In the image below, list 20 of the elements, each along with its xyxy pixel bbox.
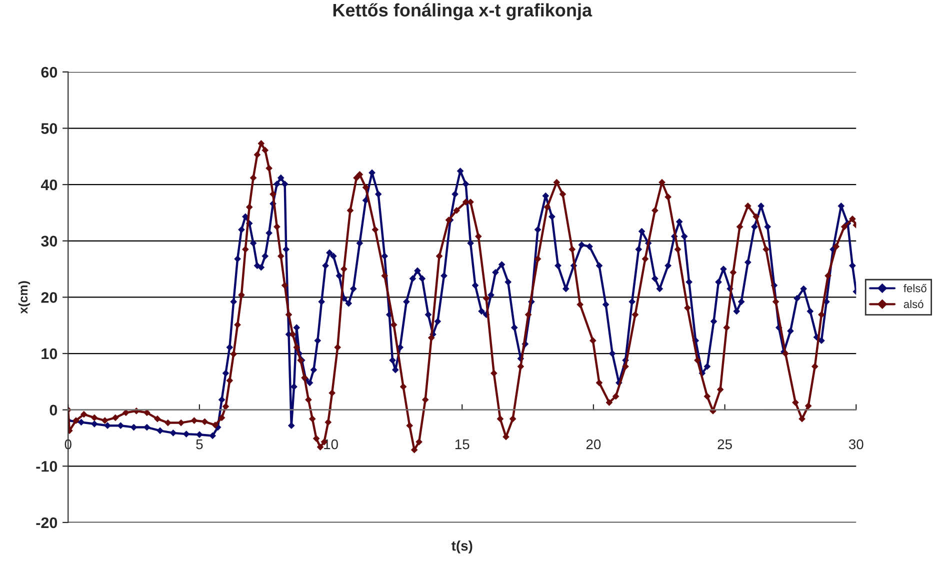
x-tick-label: 5 [196, 440, 203, 450]
y-tick-label: 10 [42, 348, 58, 360]
y-tick-label: -20 [36, 517, 58, 528]
legend-label: felső [904, 284, 926, 292]
chart-title: Kettős fonálinga x-t grafikonja [333, 3, 592, 20]
x-tick-label: 10 [324, 439, 338, 450]
x-tick-label: 15 [455, 440, 470, 450]
legend-label: alsó [904, 300, 924, 308]
y-tick-label: -10 [36, 461, 58, 472]
y-tick-label: 60 [41, 66, 58, 78]
x-tick-label: 30 [848, 439, 864, 450]
y-tick-label: 50 [41, 123, 58, 134]
y-tick-label: 20 [41, 292, 58, 303]
x-axis-title: t(s) [451, 540, 472, 554]
y-tick-label: 40 [40, 179, 58, 190]
x-tick-label: 20 [586, 439, 601, 450]
y-tick-label: 0 [50, 404, 58, 416]
y-tick-label: 30 [41, 236, 58, 247]
y-axis-title: x(cm) [18, 281, 30, 314]
x-tick-label: 25 [718, 439, 732, 450]
